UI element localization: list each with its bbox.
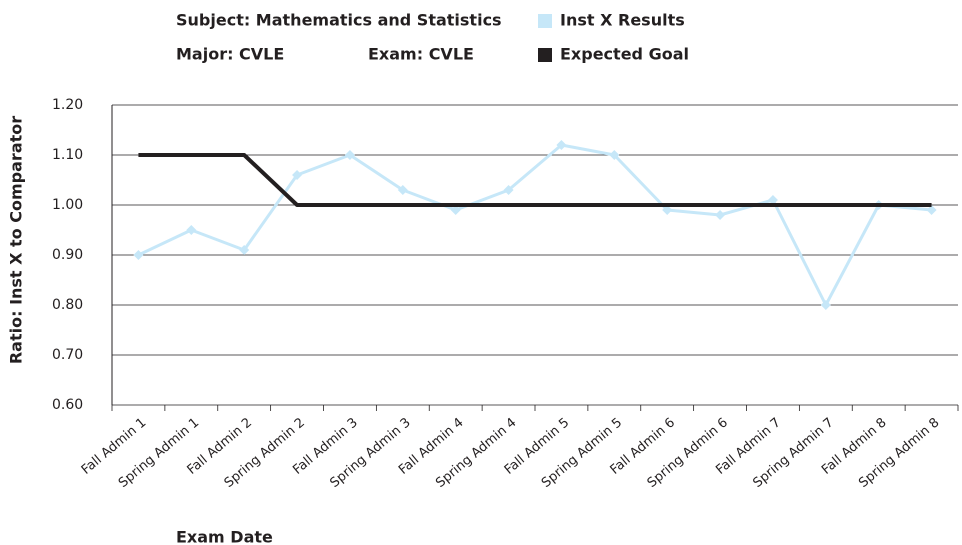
legend-label: Inst X Results [560, 11, 685, 30]
point [450, 205, 461, 215]
point [820, 300, 831, 310]
y-axis-label: Ratio: Inst X to Comparator [7, 116, 26, 364]
point [609, 150, 620, 160]
point [926, 205, 937, 215]
x-axis-label: Exam Date [176, 528, 273, 545]
y-tick-label: 0.90 [52, 247, 83, 263]
point [715, 210, 726, 220]
series-line [137, 143, 932, 307]
y-tick-label: 1.10 [52, 147, 83, 163]
exam: Exam: CVLE [368, 45, 474, 64]
point [556, 140, 567, 150]
y-tick-label: 1.20 [52, 97, 83, 113]
point [133, 250, 144, 260]
major: Major: CVLE [176, 45, 284, 64]
y-tick-label: 1.00 [52, 197, 83, 213]
subject: Subject: Mathematics and Statistics [176, 11, 502, 30]
legend-label: Expected Goal [560, 45, 689, 64]
legend-swatch [538, 48, 552, 62]
y-tick-label: 0.60 [52, 397, 83, 413]
point [239, 245, 250, 255]
point [397, 185, 408, 195]
y-tick-label: 0.80 [52, 297, 83, 313]
point [344, 150, 355, 160]
point [186, 225, 197, 235]
series-line [138, 153, 932, 207]
legend-swatch [538, 14, 552, 28]
point [503, 185, 514, 195]
y-tick-label: 0.70 [52, 347, 83, 363]
point [292, 170, 303, 180]
point [767, 195, 778, 205]
point [662, 205, 673, 215]
